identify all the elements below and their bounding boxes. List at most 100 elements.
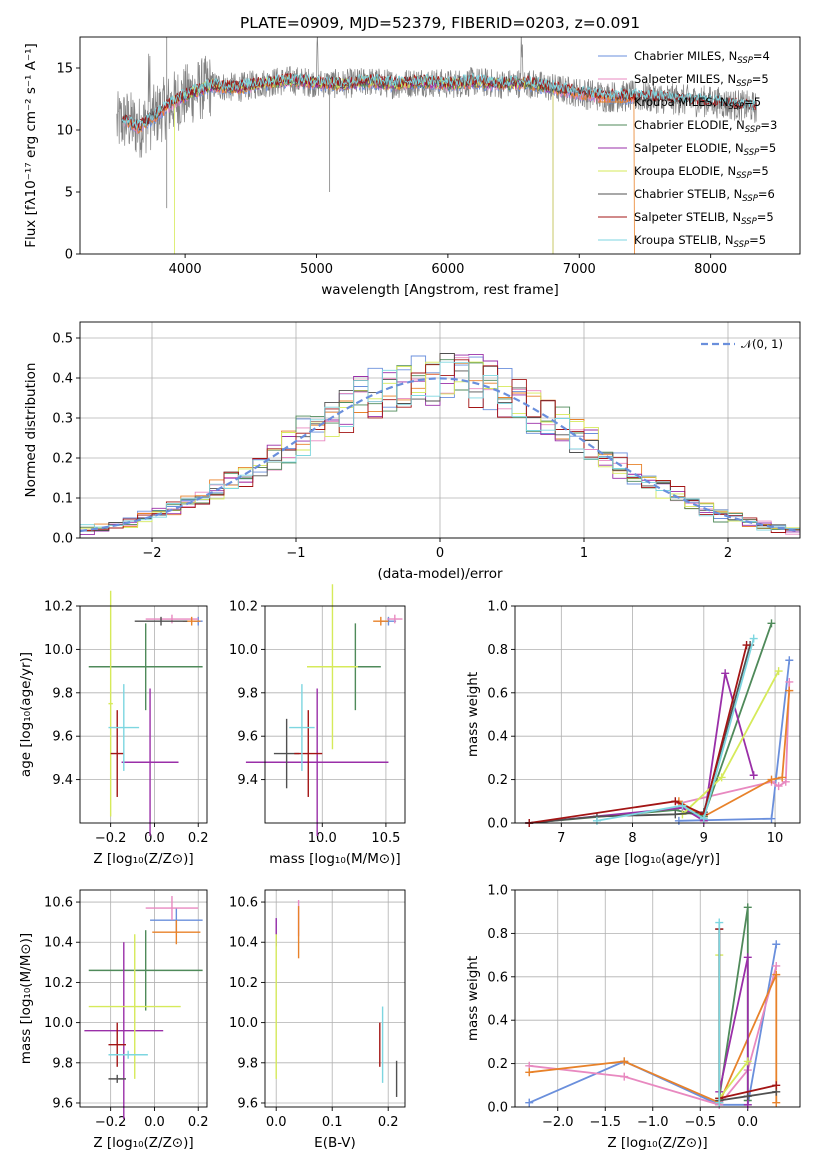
weight_vs_age-point-marker: [749, 771, 758, 780]
normal-curve: [80, 377, 800, 533]
mass_vs_Z-frame: [79, 889, 208, 1108]
weight_vs_Z-ytick-label: 0.0: [487, 1101, 508, 1116]
residuals-ytick-label: 0.3: [52, 412, 73, 427]
weight_vs_age-point-marker: [767, 775, 776, 784]
age_vs_Z-xtick-label: 0.0: [144, 831, 165, 846]
weight_vs_Z-xtick-label: −1.5: [589, 1115, 621, 1130]
age_vs_mass-xlabel: mass [log₁₀(M/M⊙)]: [269, 851, 400, 867]
spectrum-ytick-label: 15: [56, 62, 73, 77]
weight_vs_Z-point-marker: [715, 918, 724, 927]
spectrum-xtick-label: 5000: [300, 262, 333, 277]
weight_vs_age-frame: [514, 605, 801, 824]
weight_vs_age-point-marker: [767, 814, 776, 823]
weight_vs_Z-ytick-label: 0.2: [487, 1057, 508, 1072]
weight_vs_Z-point-marker: [743, 1057, 752, 1066]
weight_vs_Z-point-marker: [743, 953, 752, 962]
weight_vs_age-ytick-label: 0.8: [487, 643, 508, 658]
mass_vs_Z-xlabel: Z [log₁₀(Z/Z⊙)]: [93, 1135, 193, 1151]
spectrum-xtick-label: 6000: [431, 262, 464, 277]
weight_vs_age-series-line: [596, 638, 755, 822]
weight_vs_Z-point-marker: [525, 1068, 534, 1077]
age_vs_Z-xtick-label: 0.2: [188, 831, 209, 846]
weight_vs_Z-ytick-label: 0.4: [487, 1014, 508, 1029]
mass_vs_Z-ylabel: mass [log₁₀(M/M⊙)]: [18, 933, 34, 1064]
weight_vs_Z-point-marker: [772, 1081, 781, 1090]
hist-plot-area: [80, 353, 800, 537]
spectrum-model-line: [121, 72, 757, 129]
spectrum-model-line: [174, 74, 554, 254]
residuals-xtick-label: 2: [724, 546, 732, 561]
mass_vs_Z-ytick-label: 9.8: [52, 1056, 73, 1071]
age_vs_Z-ylabel: age [log₁₀(age/yr)]: [18, 652, 34, 777]
mass_vs_Z-xtick-label: 0.2: [188, 1115, 209, 1130]
weight_vs_age-point-marker: [774, 667, 783, 676]
residuals-ytick-label: 0.4: [52, 372, 73, 387]
spectrum-legend-label: Chabrier ELODIE, NSSP=3: [634, 118, 777, 135]
spectrum-xtick-label: 8000: [694, 262, 727, 277]
spectrum-legend-label: Chabrier STELIB, NSSP=6: [634, 187, 775, 204]
weight_vs_age-point-marker: [592, 816, 601, 825]
weight_vs_Z-point-marker: [620, 1057, 629, 1066]
weight_vs_Z-series-line: [718, 957, 749, 1105]
spectrum-model-line: [174, 75, 554, 254]
mass_vs_Z-ytick-label: 10.6: [44, 896, 73, 911]
age_vs_mass-xtick-label: 10.0: [308, 831, 337, 846]
weight_vs_Z-ytick-label: 1.0: [487, 884, 508, 899]
mass_vs_ebv-xtick-label: 0.2: [378, 1115, 399, 1130]
weight_vs_Z-xtick-label: −1.0: [637, 1115, 669, 1130]
age_vs_mass-ytick-label: 10.0: [229, 643, 258, 658]
weight_vs_age-point-marker: [671, 810, 680, 819]
weight_vs_age-point-marker: [721, 669, 730, 678]
weight_vs_age-xtick-label: 7: [557, 831, 565, 846]
weight_vs_age-point-marker: [767, 619, 776, 628]
spectrum-ytick-label: 10: [56, 124, 73, 139]
weight_vs_age-xtick-label: 8: [628, 831, 636, 846]
mass_vs_ebv-ytick-label: 10.0: [229, 1016, 258, 1031]
spectrum-model-line: [124, 75, 635, 254]
residuals-xtick-label: 0: [436, 546, 444, 561]
weight_vs_age-point-marker: [674, 816, 683, 825]
residuals-xlabel: (data-model)/error: [377, 566, 503, 582]
residuals-ytick-label: 0.0: [52, 532, 73, 547]
spectrum-model-line: [174, 75, 554, 254]
figure-title: PLATE=0909, MJD=52379, FIBERID=0203, z=0…: [240, 14, 640, 32]
weight_vs_age-ytick-label: 1.0: [487, 600, 508, 615]
weight_vs_Z-ylabel: mass weight: [465, 956, 481, 1041]
age_vs_Z-ytick-label: 9.8: [52, 686, 73, 701]
age_vs_mass-ytick-label: 10.2: [229, 600, 258, 615]
residuals-ytick-label: 0.2: [52, 452, 73, 467]
spectrum-legend-label: Salpeter MILES, NSSP=5: [634, 72, 769, 89]
spectrum-legend-label: Salpeter ELODIE, NSSP=5: [634, 141, 776, 158]
age_vs_Z-xtick-label: −0.2: [95, 831, 127, 846]
weight_vs_age-xtick-label: 9: [700, 831, 708, 846]
mass_vs_Z-ytick-label: 10.0: [44, 1016, 73, 1031]
weight_vs_age-point-marker: [774, 782, 783, 791]
age_vs_mass-xtick-label: 10.5: [371, 831, 400, 846]
mass_vs_ebv-ytick-label: 9.6: [237, 1096, 258, 1111]
mass_vs_ebv-xlabel: E(B-V): [314, 1135, 356, 1151]
age_vs_Z-frame: [79, 605, 208, 824]
spectrum-legend-label: Chabrier MILES, NSSP=4: [634, 49, 770, 66]
weight_vs_age-point-marker: [749, 634, 758, 643]
weight_vs_Z-point-marker: [772, 1098, 781, 1107]
spectrum-model-line: [121, 72, 757, 129]
spectrum-ytick-label: 0: [65, 248, 73, 263]
weight_vs_age-series-line: [529, 623, 773, 824]
age_vs_mass-ytick-label: 9.6: [237, 730, 258, 745]
weight_vs_age-point-marker: [785, 656, 794, 665]
spectrum-legend-label: Kroupa STELIB, NSSP=5: [634, 233, 766, 250]
spectrum-ytick-label: 5: [65, 186, 73, 201]
mass_vs_ebv-frame: [264, 889, 406, 1108]
weight_vs_age-point-marker: [742, 641, 751, 650]
spectrum-frame: [79, 36, 801, 255]
weight_vs_Z-point-marker: [743, 1092, 752, 1101]
age_vs_Z-ytick-label: 10.2: [44, 600, 73, 615]
weight_vs_Z-xtick-label: −0.5: [684, 1115, 716, 1130]
age_vs_Z-xlabel: Z [log₁₀(Z/Z⊙)]: [93, 851, 193, 867]
age_vs_mass-ytick-label: 9.4: [237, 773, 258, 788]
weight_vs_age-ytick-label: 0.2: [487, 773, 508, 788]
mass_vs_Z-xtick-label: 0.0: [144, 1115, 165, 1130]
weight_vs_age-ytick-label: 0.0: [487, 817, 508, 832]
residuals-frame: [79, 321, 801, 539]
